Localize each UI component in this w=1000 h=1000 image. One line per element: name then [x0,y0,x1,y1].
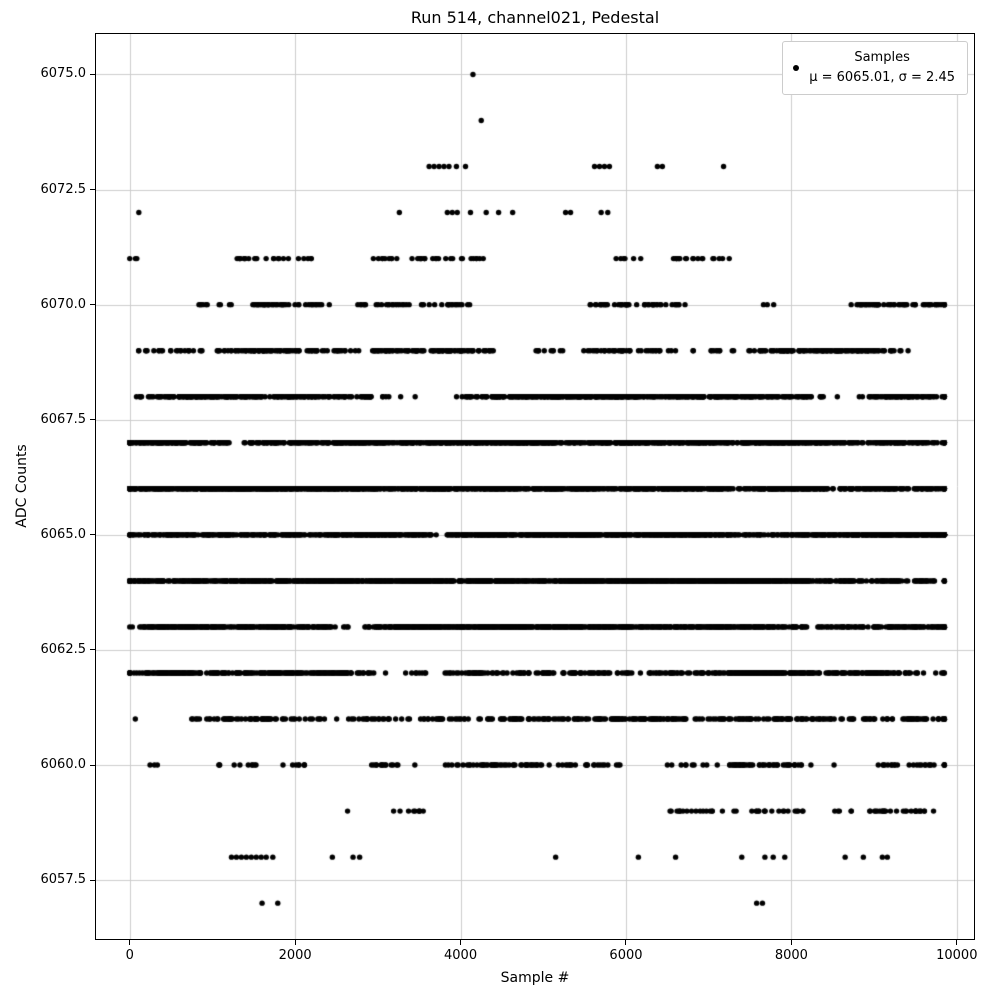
y-tick-mark [90,649,95,651]
y-tick-label: 6060.0 [40,757,87,773]
y-tick-mark [90,764,95,766]
y-tick-mark [90,419,95,421]
x-tick-label: 0 [125,948,134,963]
x-tick-label: 8000 [774,948,808,963]
y-tick-mark [90,534,95,536]
y-tick-label: 6075.0 [40,66,87,82]
y-tick-mark [90,304,95,306]
y-tick-mark [90,189,95,191]
y-tick-label: 6057.5 [40,872,87,888]
scatter-plot-canvas [95,33,975,940]
y-tick-label: 6070.0 [40,296,87,312]
chart-title: Run 514, channel021, Pedestal [410,8,660,27]
y-tick-mark [90,73,95,75]
y-tick-label: 6065.0 [40,526,87,542]
y-tick-label: 6067.5 [40,411,87,427]
x-tick-label: 4000 [444,948,478,963]
legend-text: Samples μ = 6065.01, σ = 2.45 [809,48,955,88]
y-tick-label: 6062.5 [40,641,87,657]
legend-label-samples: Samples [854,50,910,65]
x-tick-mark [129,940,131,945]
x-axis-label: Sample # [500,970,570,986]
samples-marker-icon [793,65,800,72]
x-tick-mark [790,940,792,945]
x-tick-mark [294,940,296,945]
y-tick-label: 6072.5 [40,181,87,197]
legend: Samples μ = 6065.01, σ = 2.45 [782,41,968,96]
x-tick-label: 10000 [936,948,978,963]
x-tick-label: 2000 [278,948,312,963]
y-axis-label: ADC Counts [14,444,30,528]
legend-label-stats: μ = 6065.01, σ = 2.45 [809,70,955,86]
x-tick-mark [956,940,958,945]
x-tick-label: 6000 [609,948,643,963]
y-tick-mark [90,879,95,881]
x-tick-mark [460,940,462,945]
x-tick-mark [625,940,627,945]
